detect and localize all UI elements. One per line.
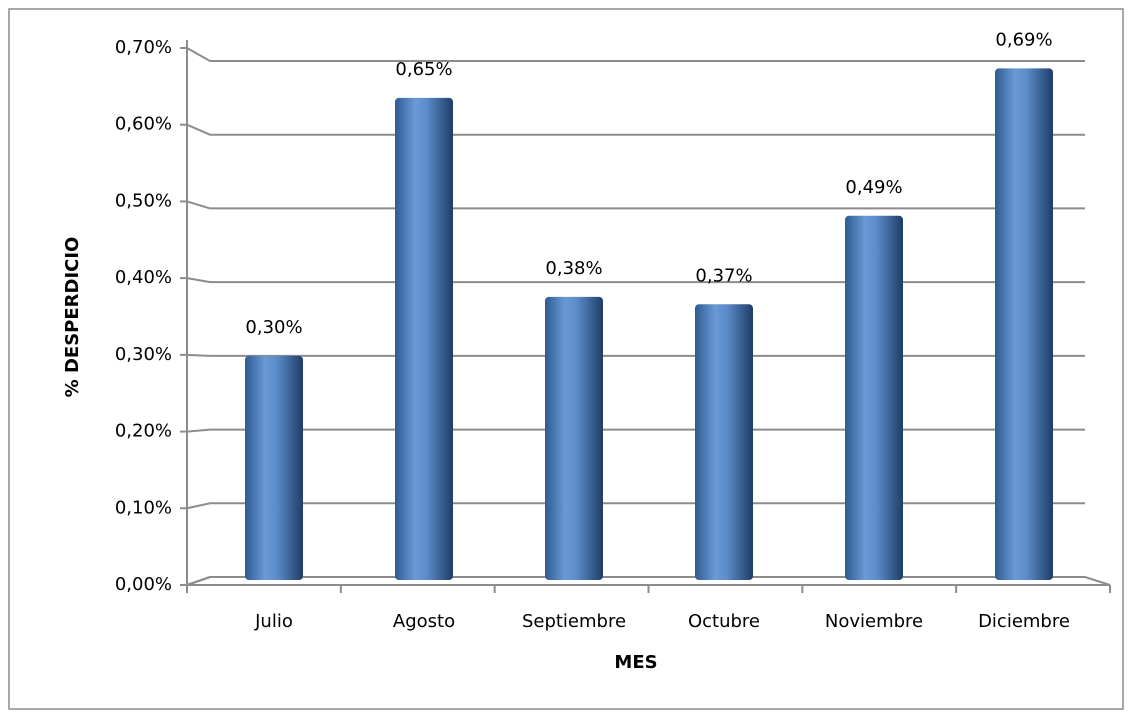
grid-line (186, 353, 1085, 357)
y-tick-label: 0,70% (115, 37, 172, 58)
grid-line (186, 200, 1085, 210)
y-axis-title: % DESPERDICIO (62, 237, 83, 398)
grid-line (186, 47, 1085, 62)
chart-border (8, 8, 1124, 710)
x-tick-label: Noviembre (825, 611, 923, 632)
grid-line (186, 428, 1085, 433)
y-tick-label: 0,50% (115, 190, 172, 211)
value-label: 0,69% (995, 29, 1052, 50)
x-tick-label: Agosto (393, 611, 455, 632)
y-tick-label: 0,60% (115, 114, 172, 135)
y-tick-label: 0,30% (115, 344, 172, 365)
grid-line (186, 502, 1085, 510)
value-label: 0,49% (845, 177, 902, 198)
grid-line (186, 576, 1085, 586)
grid-line (186, 277, 1085, 284)
y-tick-label: 0,10% (115, 497, 172, 518)
x-tick-label: Septiembre (522, 611, 626, 632)
bar (245, 355, 303, 580)
floor (186, 576, 1111, 586)
bar (395, 97, 453, 580)
x-tick-label: Diciembre (978, 611, 1070, 632)
value-label: 0,65% (395, 59, 452, 80)
y-tick-label: 0,00% (115, 574, 172, 595)
value-label: 0,30% (245, 317, 302, 338)
grid-line (186, 123, 1085, 136)
value-label: 0,38% (545, 258, 602, 279)
y-tick-label: 0,20% (115, 421, 172, 442)
y-tick-label: 0,40% (115, 267, 172, 288)
bar (845, 215, 903, 581)
x-tick-label: Octubre (688, 611, 760, 632)
bar (545, 296, 603, 580)
x-axis-title: MES (614, 652, 657, 673)
value-label: 0,37% (695, 265, 752, 286)
x-tick-label: Julio (254, 611, 293, 632)
bar (995, 68, 1053, 580)
bar (695, 304, 753, 580)
